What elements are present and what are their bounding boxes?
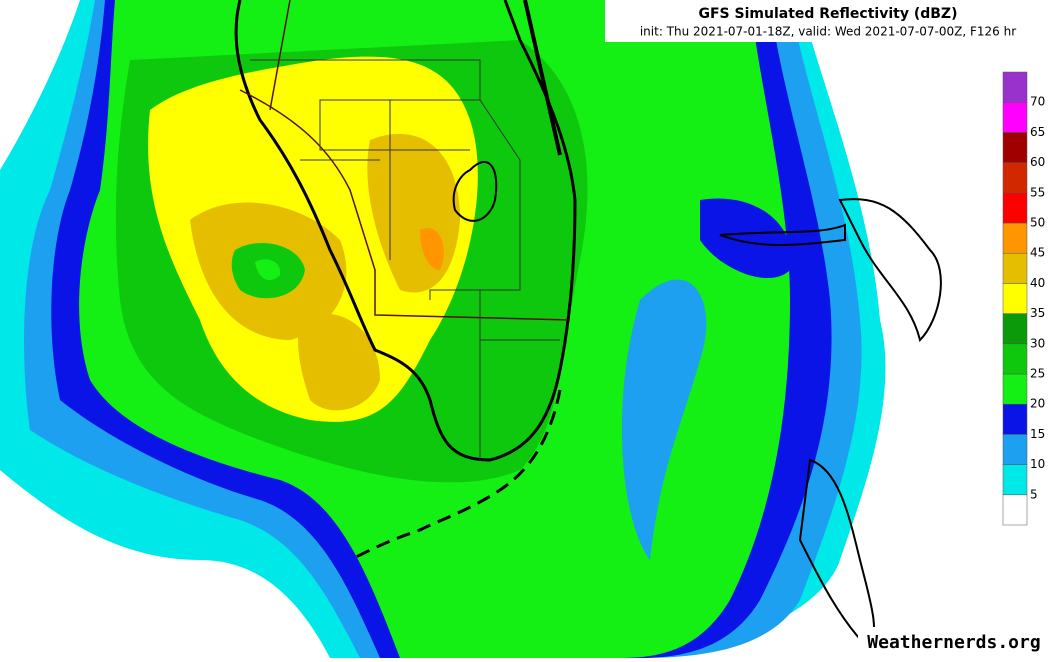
colorbar-label: 50 bbox=[1030, 216, 1045, 230]
colorbar-swatch bbox=[1002, 222, 1028, 254]
colorbar-label: 60 bbox=[1030, 155, 1045, 169]
colorbar-label: 70 bbox=[1030, 95, 1045, 109]
colorbar-swatch bbox=[1002, 71, 1028, 103]
county-lines bbox=[250, 59, 560, 460]
colorbar-swatch bbox=[1002, 252, 1028, 284]
colorbar-swatch bbox=[1002, 343, 1028, 375]
watermark-box bbox=[858, 627, 1050, 658]
state-borders bbox=[239, 0, 571, 321]
colorbar-swatch bbox=[1002, 373, 1028, 405]
colorbar-swatch bbox=[1002, 101, 1028, 133]
colorbar-label: 5 bbox=[1030, 487, 1038, 501]
colorbar-label: 40 bbox=[1030, 276, 1045, 290]
colorbar-swatch bbox=[1002, 313, 1028, 345]
subtitle: init: Thu 2021-07-01-18Z, valid: Wed 202… bbox=[640, 25, 1016, 39]
colorbar-label: 45 bbox=[1030, 246, 1045, 260]
colorbar-label: 10 bbox=[1030, 457, 1045, 471]
colorbar-label: 20 bbox=[1030, 397, 1045, 411]
colorbar-swatch bbox=[1002, 132, 1028, 163]
colorbar-swatch bbox=[1002, 434, 1028, 465]
colorbar-swatch bbox=[1002, 464, 1028, 496]
colorbar: 5 10 15 20 25 30 35 40 45 50 55 60 65 70 bbox=[1002, 71, 1045, 526]
colorbar-label: 55 bbox=[1030, 185, 1045, 199]
colorbar-swatch bbox=[1002, 283, 1028, 314]
title: GFS Simulated Reflectivity (dBZ) bbox=[699, 6, 958, 22]
colorbar-label: 65 bbox=[1030, 125, 1045, 139]
colorbar-label: 25 bbox=[1030, 367, 1045, 381]
coastline bbox=[234, 0, 942, 652]
reflectivity-field bbox=[0, 0, 886, 658]
colorbar-swatch bbox=[1002, 162, 1028, 194]
colorbar-label: 30 bbox=[1030, 336, 1045, 350]
watermark: Weathernerds.org bbox=[867, 632, 1040, 653]
colorbar-label: 15 bbox=[1030, 427, 1045, 441]
colorbar-label: 35 bbox=[1030, 306, 1045, 320]
title-box bbox=[605, 0, 1050, 42]
colorbar-swatch bbox=[1002, 403, 1028, 435]
colorbar-swatch bbox=[1002, 192, 1028, 224]
colorbar-swatch bbox=[1002, 494, 1028, 526]
